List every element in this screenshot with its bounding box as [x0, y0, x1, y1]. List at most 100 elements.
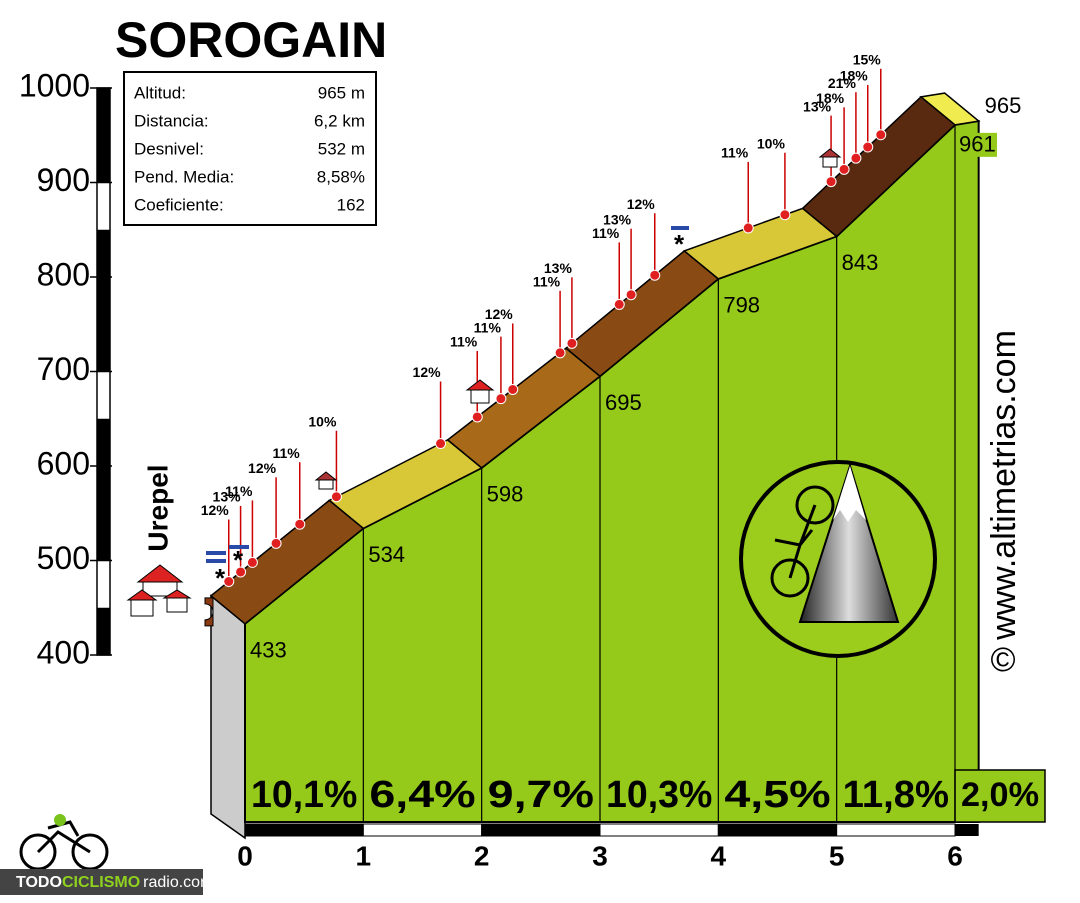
- footer-logo: TODOCICLISMO radio.com: [0, 814, 213, 895]
- y-tick-label: 1000: [19, 67, 90, 103]
- x-tick-label: 2: [474, 840, 490, 871]
- info-label: Altitud:: [134, 83, 186, 102]
- gradient-marker: [613, 298, 625, 310]
- x-tick-label: 3: [592, 840, 608, 871]
- profile-side: [210, 594, 246, 840]
- chart-title: SOROGAIN: [115, 12, 387, 68]
- altitude-label: 798: [723, 293, 760, 318]
- road-band: [919, 92, 981, 126]
- logo-bike: [774, 504, 817, 579]
- start-marker: [204, 597, 214, 627]
- marker-label: 12%: [485, 306, 514, 322]
- gradient-marker: [649, 269, 661, 281]
- altitude-box: [957, 132, 997, 157]
- segment-label: 10,1%: [251, 774, 357, 816]
- marker-label: 11%: [273, 445, 301, 461]
- info-value: 6,2 km: [314, 111, 365, 130]
- marker-label: 10%: [308, 413, 337, 429]
- gradient-marker: [838, 163, 850, 175]
- y-tick-label: 800: [37, 256, 90, 292]
- star: *: [674, 229, 685, 259]
- scale-block: [97, 88, 110, 183]
- segment-label: 11,8%: [843, 774, 949, 816]
- star: *: [215, 563, 226, 593]
- altitude-label: 598: [487, 482, 524, 507]
- km-block: [836, 823, 956, 837]
- km-block: [717, 823, 838, 837]
- y-tick-label: 500: [37, 540, 90, 576]
- info-value: 162: [337, 195, 365, 214]
- start-label: Urepel: [142, 464, 173, 551]
- marker-label: 21%: [828, 75, 857, 91]
- marker-label: 12%: [627, 196, 656, 212]
- gradient-marker: [825, 176, 837, 188]
- gradient-marker: [875, 129, 887, 141]
- brand-part: CICLISMO: [62, 874, 140, 891]
- marker-label: 11%: [225, 483, 253, 499]
- altitude-label: 695: [605, 390, 642, 415]
- altitude-label: 433: [250, 638, 287, 663]
- gradient-marker: [330, 491, 342, 503]
- marker-label: 18%: [816, 90, 845, 106]
- website: www.altimetrias.com: [985, 330, 1023, 641]
- logo: [739, 460, 937, 658]
- village-icon: [126, 564, 192, 617]
- logo-wheel: [795, 485, 835, 525]
- marker-label: 11%: [450, 334, 478, 350]
- km-block: [481, 823, 601, 837]
- footer-band: [0, 869, 203, 895]
- gradient-marker: [435, 438, 447, 450]
- gradient-marker: [471, 411, 483, 423]
- footer-brand: TODOCICLISMO radio.com: [16, 874, 213, 891]
- info-label: Distancia:: [134, 111, 209, 130]
- info-label: Pend. Media:: [134, 167, 234, 186]
- brand-part: radio.com: [143, 874, 213, 891]
- km-block: [244, 823, 364, 837]
- gradient-marker: [507, 383, 519, 395]
- marker-label: 12%: [201, 502, 230, 518]
- brand-part: TODO: [16, 874, 62, 891]
- altitude-label: 965: [985, 93, 1022, 118]
- gradient-marker: [625, 289, 637, 301]
- marker-label: 11%: [474, 319, 502, 335]
- y-tick-label: 600: [37, 445, 90, 481]
- gradient-marker: [223, 575, 235, 587]
- info-value: 8,58%: [317, 167, 365, 186]
- gradient-marker: [554, 347, 566, 359]
- gradient-marker: [495, 393, 507, 405]
- y-tick-label: 700: [37, 351, 90, 387]
- info-value: 965 m: [318, 83, 365, 102]
- gradient-marker: [862, 141, 874, 153]
- x-tick-label: 5: [829, 840, 845, 871]
- marker-label: 13%: [544, 260, 573, 276]
- scale-block: [97, 418, 110, 466]
- x-tick-label: 1: [356, 840, 372, 871]
- x-tick-label: 4: [711, 840, 727, 871]
- segment-label: 2,0%: [961, 776, 1039, 814]
- scale-block: [97, 229, 110, 277]
- star: *: [233, 545, 244, 575]
- km-block: [362, 823, 483, 837]
- km-block: [599, 823, 719, 837]
- marker-label: 15%: [853, 51, 882, 67]
- segment-label: 10,3%: [606, 774, 712, 816]
- arrow-icon: [206, 226, 689, 563]
- marker-label: 13%: [803, 98, 832, 114]
- gradient-marker: [294, 518, 306, 530]
- logo-wheel: [770, 558, 810, 598]
- gradient-marker: [235, 566, 247, 578]
- y-tick-label: 400: [37, 634, 90, 670]
- marker-label: 11%: [592, 225, 620, 241]
- marker-label: 10%: [757, 135, 786, 151]
- segment-label: 6,4%: [369, 774, 475, 816]
- marker-label: 11%: [533, 274, 561, 290]
- x-tick-label: 6: [947, 840, 963, 871]
- gradient-marker: [779, 209, 791, 221]
- marker-label: 18%: [840, 68, 869, 84]
- altitude-label: 843: [842, 250, 879, 275]
- altitude-label: 961: [959, 132, 996, 157]
- logo-mountain: [798, 462, 900, 623]
- gradient-marker: [850, 152, 862, 164]
